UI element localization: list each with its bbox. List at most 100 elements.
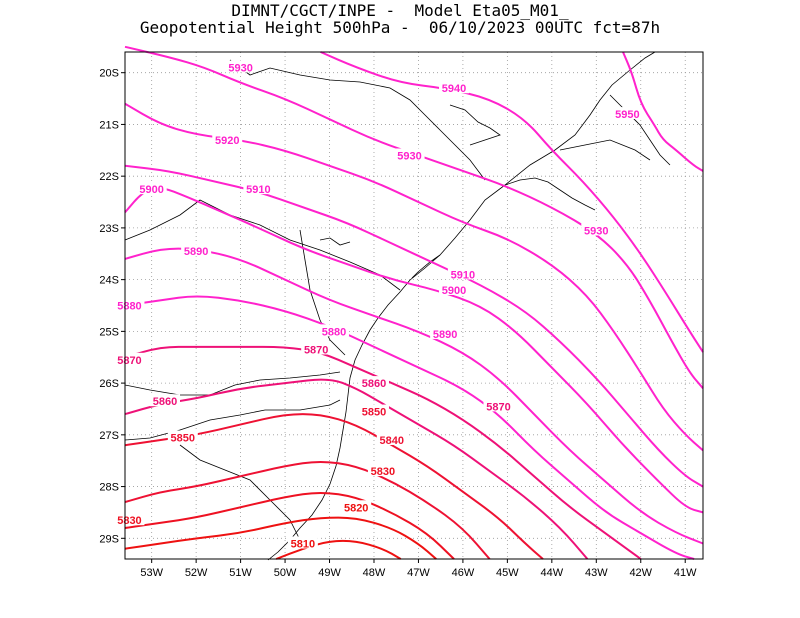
x-tick-label: 53W xyxy=(140,567,163,579)
contour-5930 xyxy=(124,45,704,389)
contour-label: 5890 xyxy=(433,329,457,341)
contour-label: 5940 xyxy=(442,83,466,95)
border-argentina xyxy=(124,371,341,396)
y-tick-label: 29S xyxy=(99,533,119,545)
contour-5910 xyxy=(124,164,704,488)
contour-label-bg xyxy=(225,60,256,73)
y-tick-label: 23S xyxy=(99,223,119,235)
contour-lines xyxy=(124,45,704,560)
contour-5950 xyxy=(622,51,704,172)
contour-5820 xyxy=(124,516,437,560)
border-paraguay xyxy=(124,399,341,441)
contour-label: 5900 xyxy=(442,285,466,297)
y-tick-label: 26S xyxy=(99,378,119,390)
contour-label-bg xyxy=(114,352,145,365)
contour-label: 5880 xyxy=(322,326,346,338)
contour-label-bg xyxy=(301,342,332,355)
contour-label: 5830 xyxy=(371,466,395,478)
border-state-6 xyxy=(559,139,651,161)
title-line-2: Geopotential Height 500hPa - 06/10/2023 … xyxy=(139,18,661,37)
contour-label: 5840 xyxy=(380,435,404,447)
contour-label-bg xyxy=(181,244,212,257)
contour-label-bg xyxy=(367,464,398,477)
contour-5830 xyxy=(124,492,455,560)
contour-label: 5850 xyxy=(362,407,386,419)
contour-label: 5810 xyxy=(291,538,315,550)
contour-label: 5910 xyxy=(246,184,270,196)
y-tick-label: 27S xyxy=(99,430,119,442)
border-state-1 xyxy=(124,199,401,291)
contour-label-bg xyxy=(150,394,181,407)
x-tick-label: 45W xyxy=(496,567,519,579)
contour-5900 xyxy=(124,187,704,514)
contour-label-bg xyxy=(212,132,243,145)
y-tick-label: 20S xyxy=(99,68,119,80)
contour-5880 xyxy=(124,295,695,560)
x-tick-label: 49W xyxy=(318,567,341,579)
contour-5940 xyxy=(320,51,704,353)
contour-label-bg xyxy=(612,107,643,120)
y-tick-label: 28S xyxy=(99,482,119,494)
contour-label: 5950 xyxy=(615,109,639,121)
border-state-4 xyxy=(229,59,486,181)
contour-label-bg xyxy=(376,433,407,446)
contour-label-bg xyxy=(358,404,389,417)
contour-label-bg xyxy=(483,399,514,412)
contour-label-bg xyxy=(341,500,372,513)
contour-label-bg xyxy=(136,182,167,195)
contour-label: 5870 xyxy=(304,344,328,356)
x-tick-label: 51W xyxy=(229,567,252,579)
title-line-1: DIMNT/CGCT/INPE - Model Eta05_M01_ xyxy=(231,1,569,20)
plot-frame xyxy=(124,51,704,560)
contour-label: 5870 xyxy=(117,355,141,367)
contour-5920 xyxy=(124,102,704,452)
contour-5870 xyxy=(124,345,642,560)
river-1 xyxy=(449,104,501,146)
contour-label-bg xyxy=(581,223,612,236)
contour-label-bg xyxy=(318,324,349,337)
contour-label: 5930 xyxy=(397,150,421,162)
contour-label: 5830 xyxy=(117,515,141,527)
contour-label-bg xyxy=(439,81,470,94)
contour-label: 5860 xyxy=(362,378,386,390)
contour-label-bg xyxy=(243,182,274,195)
x-tick-label: 52W xyxy=(185,567,208,579)
y-tick-label: 24S xyxy=(99,275,119,287)
contour-label: 5910 xyxy=(451,269,475,281)
contour-label: 5860 xyxy=(153,396,177,408)
border-state-3 xyxy=(179,444,301,541)
border-state-5 xyxy=(609,94,671,166)
x-tick-label: 41W xyxy=(674,567,697,579)
contour-label-bg xyxy=(439,282,470,295)
contour-label: 5930 xyxy=(228,63,252,75)
contour-5810 xyxy=(275,539,402,560)
coastline-inlet-1 xyxy=(504,177,596,211)
contour-label: 5850 xyxy=(171,432,195,444)
border-state-2 xyxy=(299,229,346,356)
contour-label: 5900 xyxy=(139,184,163,196)
contour-label: 5890 xyxy=(184,246,208,258)
x-tick-label: 48W xyxy=(363,567,386,579)
y-tick-label: 22S xyxy=(99,171,119,183)
chart-title: DIMNT/CGCT/INPE - Model Eta05_M01_ Geopo… xyxy=(0,2,800,36)
contour-label-bg xyxy=(114,298,145,311)
contour-label-bg xyxy=(394,148,425,161)
contour-label: 5920 xyxy=(215,135,239,147)
y-tick-label: 21S xyxy=(99,119,119,131)
contour-labels: 5930 5940 5950 5920 5930 5910 5900 5930 5890 5910… xyxy=(114,60,643,550)
x-tick-label: 42W xyxy=(629,567,652,579)
contour-label-bg xyxy=(447,267,478,280)
x-tick-label: 43W xyxy=(585,567,608,579)
contour-label: 5930 xyxy=(584,225,608,237)
y-axis: 20S 21S 22S 23S 24S 25S 26S 27S 28S 29S xyxy=(99,68,125,545)
contour-label-bg xyxy=(287,536,318,549)
contour-5840 xyxy=(124,461,491,560)
contour-label-bg xyxy=(358,376,389,389)
contour-label: 5880 xyxy=(117,301,141,313)
x-axis: 53W 52W 51W 50W 49W 48W 47W 46W 45W 44W 43W 42W 41W xyxy=(140,559,697,579)
contour-label-bg xyxy=(114,513,145,526)
contour-label-bg xyxy=(430,326,461,339)
x-tick-label: 47W xyxy=(407,567,430,579)
contour-label-bg xyxy=(167,430,198,443)
